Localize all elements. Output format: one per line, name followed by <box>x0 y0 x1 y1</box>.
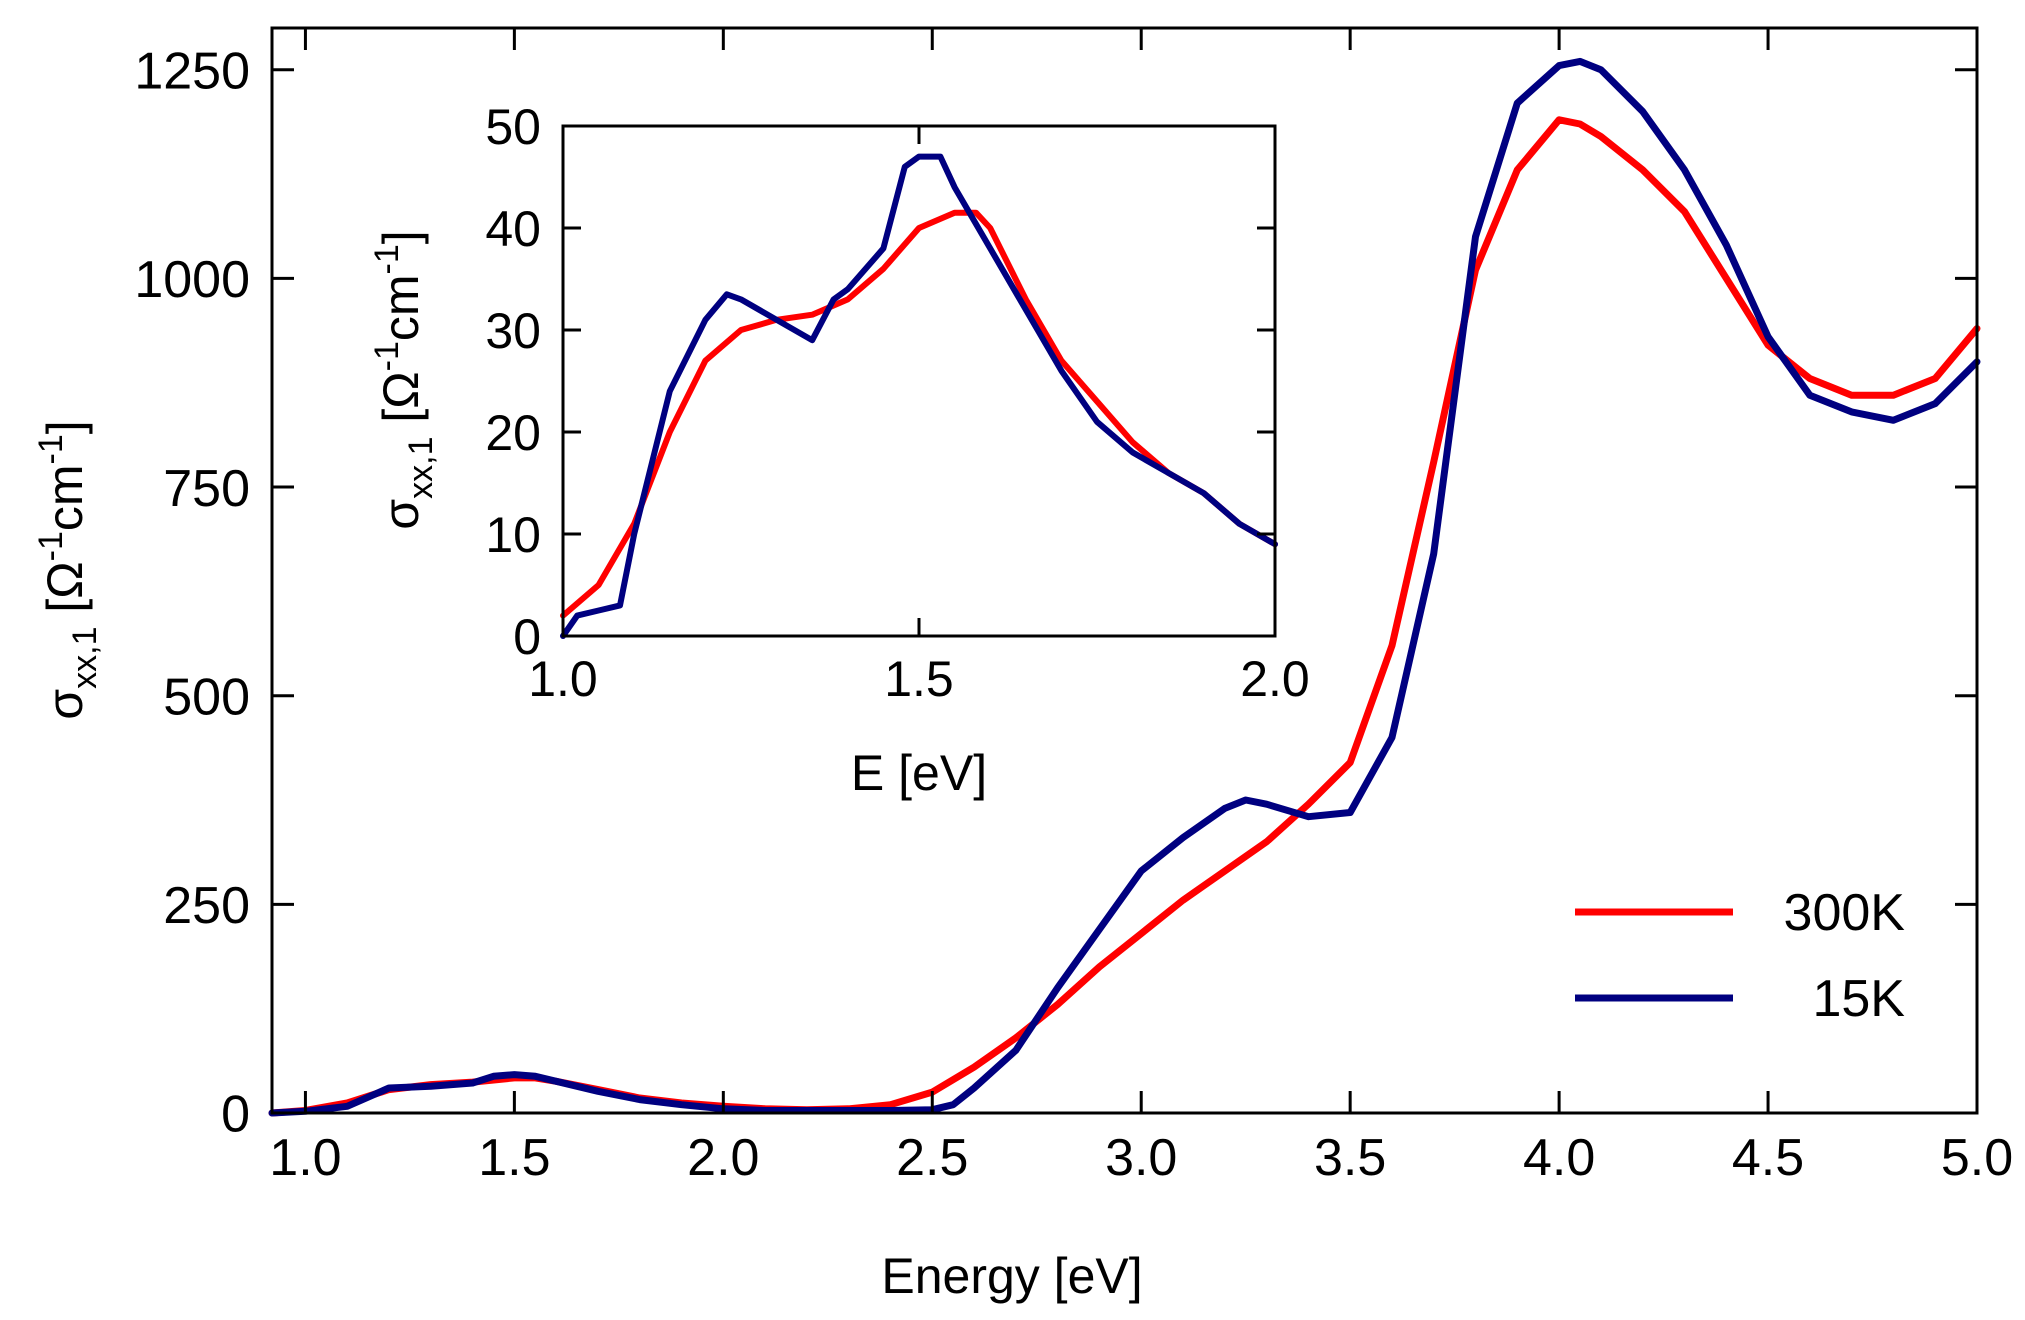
inset-x-axis-title: E [eV] <box>851 745 987 801</box>
main-y-tick-label: 750 <box>163 460 250 518</box>
main-y-tick-label: 0 <box>221 1086 250 1144</box>
inset-x-tick-label: 1.5 <box>884 651 954 707</box>
main-x-tick-label: 2.5 <box>896 1129 968 1187</box>
main-plot-frame <box>270 26 1979 1115</box>
inset-tick-labels: 1.0 1.5 2.0 0 10 20 30 40 50 <box>485 99 1309 707</box>
main-x-axis-title: Energy [eV] <box>881 1248 1142 1304</box>
main-x-tick-label: 2.0 <box>687 1129 759 1187</box>
main-x-tick-label: 1.0 <box>269 1129 341 1187</box>
main-y-tick-label: 1250 <box>134 42 250 100</box>
legend: 300K 15K <box>1575 884 1905 1028</box>
svg-text:σxx,1 [Ω-1cm-1]: σxx,1 [Ω-1cm-1] <box>368 230 440 529</box>
main-x-tick-label: 3.5 <box>1314 1129 1386 1187</box>
inset-y-tick-label: 50 <box>485 99 541 155</box>
legend-label-300k: 300K <box>1784 884 1906 942</box>
main-ticks <box>272 28 1979 1115</box>
inset-y-tick-label: 20 <box>485 405 541 461</box>
legend-label-15k: 15K <box>1812 970 1905 1028</box>
main-y-tick-label: 250 <box>163 877 250 935</box>
main-x-tick-label: 4.5 <box>1732 1129 1804 1187</box>
inset-background <box>563 126 1275 636</box>
main-x-tick-label: 5.0 <box>1941 1129 2013 1187</box>
main-x-tick-label: 4.0 <box>1523 1129 1595 1187</box>
main-y-tick-label: 1000 <box>134 251 250 309</box>
main-series-layer <box>268 57 1981 1117</box>
main-x-tick-label: 3.0 <box>1105 1129 1177 1187</box>
inset-y-tick-label: 30 <box>485 303 541 359</box>
inset-series-layer <box>560 153 1278 639</box>
inset-ticks <box>561 124 1277 638</box>
inset-plot: 1.0 1.5 2.0 0 10 20 30 40 50 E [eV] σxx,1 [Ω-1cm… <box>368 99 1310 801</box>
svg-text:σxx,1 [Ω-1cm-1]: σxx,1 [Ω-1cm-1] <box>32 420 104 719</box>
inset-y-tick-label: 40 <box>485 201 541 257</box>
inset-y-tick-label: 0 <box>513 609 541 665</box>
inset-x-tick-label: 2.0 <box>1240 651 1310 707</box>
main-tick-labels: 1.0 1.5 2.0 2.5 3.0 3.5 4.0 4.5 5.00250500750100… <box>134 42 2013 1187</box>
main-series-line-15k <box>268 57 1981 1117</box>
inset-x-tick-label: 1.0 <box>528 651 598 707</box>
inset-series-line-300k <box>560 209 1278 619</box>
main-y-tick-label: 500 <box>163 668 250 726</box>
inset-y-tick-label: 10 <box>485 507 541 563</box>
main-plot: 1.0 1.5 2.0 2.5 3.0 3.5 4.0 4.5 5.00250500750100… <box>32 26 2013 1304</box>
inset-series-line-15k <box>560 153 1278 639</box>
inset-y-axis-title: σxx,1 [Ω-1cm-1] <box>368 230 440 529</box>
main-y-axis-title: σxx,1 [Ω-1cm-1] <box>32 420 104 719</box>
main-x-tick-label: 1.5 <box>478 1129 550 1187</box>
